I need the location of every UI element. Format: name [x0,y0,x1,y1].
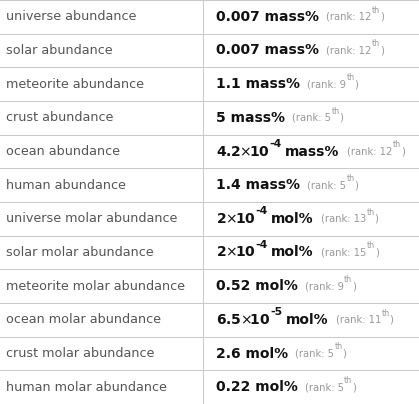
Text: solar molar abundance: solar molar abundance [6,246,154,259]
Text: th: th [367,241,375,250]
Text: ): ) [401,147,405,156]
Text: human molar abundance: human molar abundance [6,381,167,393]
Text: meteorite abundance: meteorite abundance [6,78,144,90]
Text: -4: -4 [270,139,282,149]
Text: ): ) [352,382,356,392]
Text: (rank: 5: (rank: 5 [307,180,347,190]
Text: (rank: 12: (rank: 12 [326,12,372,22]
Text: (rank: 9: (rank: 9 [305,281,344,291]
Text: mol%: mol% [271,212,314,226]
Text: th: th [347,174,354,183]
Text: meteorite molar abundance: meteorite molar abundance [6,280,185,292]
Text: th: th [367,208,375,217]
Text: th: th [344,275,352,284]
Text: ): ) [375,214,378,224]
Text: (rank: 5: (rank: 5 [292,113,331,123]
Text: th: th [331,107,339,116]
Text: th: th [393,140,401,149]
Text: ): ) [375,248,379,257]
Text: human abundance: human abundance [6,179,126,191]
Text: mass%: mass% [285,145,340,158]
Text: ): ) [354,79,358,89]
Text: (rank: 5: (rank: 5 [305,382,344,392]
Text: ocean molar abundance: ocean molar abundance [6,314,161,326]
Text: (rank: 9: (rank: 9 [307,79,347,89]
Text: (rank: 12: (rank: 12 [326,46,372,55]
Text: th: th [347,73,354,82]
Text: th: th [334,342,343,351]
Text: (rank: 5: (rank: 5 [295,349,334,358]
Text: ): ) [339,113,343,123]
Text: th: th [372,39,380,48]
Text: 4.2$\times\!$10: 4.2$\times\!$10 [216,145,270,158]
Text: 0.007 mass%: 0.007 mass% [216,44,319,57]
Text: 1.1 mass%: 1.1 mass% [216,77,300,91]
Text: (rank: 13: (rank: 13 [321,214,367,224]
Text: 5 mass%: 5 mass% [216,111,285,125]
Text: th: th [344,376,352,385]
Text: (rank: 12: (rank: 12 [347,147,393,156]
Text: crust molar abundance: crust molar abundance [6,347,155,360]
Text: 2$\times\!$10: 2$\times\!$10 [216,212,256,226]
Text: 0.52 mol%: 0.52 mol% [216,279,297,293]
Text: ): ) [354,180,358,190]
Text: ): ) [380,46,384,55]
Text: -5: -5 [270,307,282,318]
Text: 2$\times\!$10: 2$\times\!$10 [216,246,256,259]
Text: 0.007 mass%: 0.007 mass% [216,10,319,24]
Text: th: th [381,309,390,318]
Text: universe molar abundance: universe molar abundance [6,213,178,225]
Text: universe abundance: universe abundance [6,11,137,23]
Text: ): ) [352,281,356,291]
Text: ): ) [343,349,347,358]
Text: ocean abundance: ocean abundance [6,145,120,158]
Text: solar abundance: solar abundance [6,44,113,57]
Text: -4: -4 [256,206,268,217]
Text: (rank: 11: (rank: 11 [336,315,381,325]
Text: 0.22 mol%: 0.22 mol% [216,380,297,394]
Text: mol%: mol% [286,313,328,327]
Text: th: th [372,6,380,15]
Text: -4: -4 [256,240,268,250]
Text: 6.5$\times\!$10: 6.5$\times\!$10 [216,313,270,327]
Text: crust abundance: crust abundance [6,112,114,124]
Text: (rank: 15: (rank: 15 [321,248,367,257]
Text: 2.6 mol%: 2.6 mol% [216,347,288,360]
Text: 1.4 mass%: 1.4 mass% [216,178,300,192]
Text: mol%: mol% [271,246,314,259]
Text: ): ) [380,12,384,22]
Text: ): ) [390,315,393,325]
